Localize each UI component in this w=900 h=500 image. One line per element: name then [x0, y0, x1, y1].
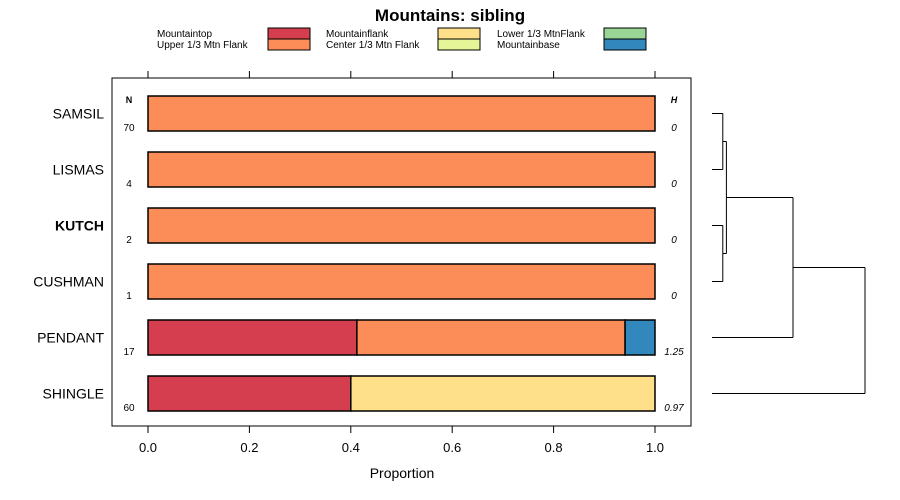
h-value: 0	[671, 123, 677, 134]
tick-label: 0.8	[545, 440, 563, 455]
tick-label: 0.6	[443, 440, 461, 455]
row-label: SAMSIL	[53, 106, 105, 122]
legend-label: Center 1/3 Mtn Flank	[326, 40, 420, 51]
bar-segment	[147, 151, 656, 188]
h-value: 0	[671, 179, 677, 190]
legend-label: Upper 1/3 Mtn Flank	[157, 40, 249, 51]
h-value: 0.97	[664, 403, 684, 414]
bar-segment	[147, 319, 358, 356]
bar-segment	[356, 319, 626, 356]
legend-swatch	[603, 27, 647, 40]
legend-swatch	[267, 27, 311, 40]
tick-label: 0.0	[139, 440, 157, 455]
h-column-header: H	[671, 95, 678, 105]
legend-label: Mountainflank	[326, 29, 389, 40]
n-value: 60	[123, 403, 135, 414]
n-value: 4	[126, 179, 132, 190]
bar-segment	[624, 319, 656, 356]
legend-label: Mountainbase	[497, 40, 560, 51]
bar-segment	[350, 375, 656, 412]
x-axis-title: Proportion	[370, 465, 435, 481]
legend-swatch	[267, 38, 311, 51]
legend-swatch	[437, 27, 481, 40]
row-label: CUSHMAN	[33, 274, 104, 290]
bar-row: PENDANT 17 1.25	[37, 319, 684, 358]
bar-row: CUSHMAN 1 0	[33, 263, 677, 302]
n-value: 2	[126, 235, 132, 246]
tick-label: 0.4	[342, 440, 360, 455]
row-label: LISMAS	[53, 162, 104, 178]
legend-label: Lower 1/3 MtnFlank	[497, 29, 586, 40]
row-label: KUTCH	[55, 218, 104, 234]
legend-swatch	[437, 38, 481, 51]
n-value: 70	[123, 123, 135, 134]
row-label: PENDANT	[37, 330, 104, 346]
bar-segment	[147, 263, 656, 300]
x-axis: 0.0 0.2 0.4 0.6 0.8 1.0	[139, 71, 664, 455]
n-value: 1	[126, 291, 132, 302]
legend-label: Mountaintop	[157, 29, 212, 40]
bar-row: LISMAS 4 0	[53, 151, 677, 190]
bar-segment	[147, 95, 656, 132]
bar-segment	[147, 207, 656, 244]
dendrogram	[712, 113, 866, 394]
legend-swatch	[603, 38, 647, 51]
bar-row: SHINGLE 60 0.97	[43, 375, 684, 414]
tick-label: 1.0	[646, 440, 664, 455]
bar-rows: SAMSIL 70 0 LISMAS 4 0 KUTCH 2 0 CUSHMAN 1 0 PENDANT…	[33, 95, 684, 414]
chart-title: Mountains: sibling	[375, 6, 525, 25]
h-value: 0	[671, 235, 677, 246]
bar-row: SAMSIL 70 0	[53, 95, 677, 134]
n-column-header: N	[126, 95, 133, 105]
plot-frame	[111, 77, 692, 427]
tick-label: 0.2	[240, 440, 258, 455]
bar-segment	[147, 375, 352, 412]
n-value: 17	[123, 347, 135, 358]
h-value: 1.25	[664, 347, 684, 358]
bar-row: KUTCH 2 0	[55, 207, 677, 246]
row-label: SHINGLE	[43, 386, 104, 402]
h-value: 0	[671, 291, 677, 302]
